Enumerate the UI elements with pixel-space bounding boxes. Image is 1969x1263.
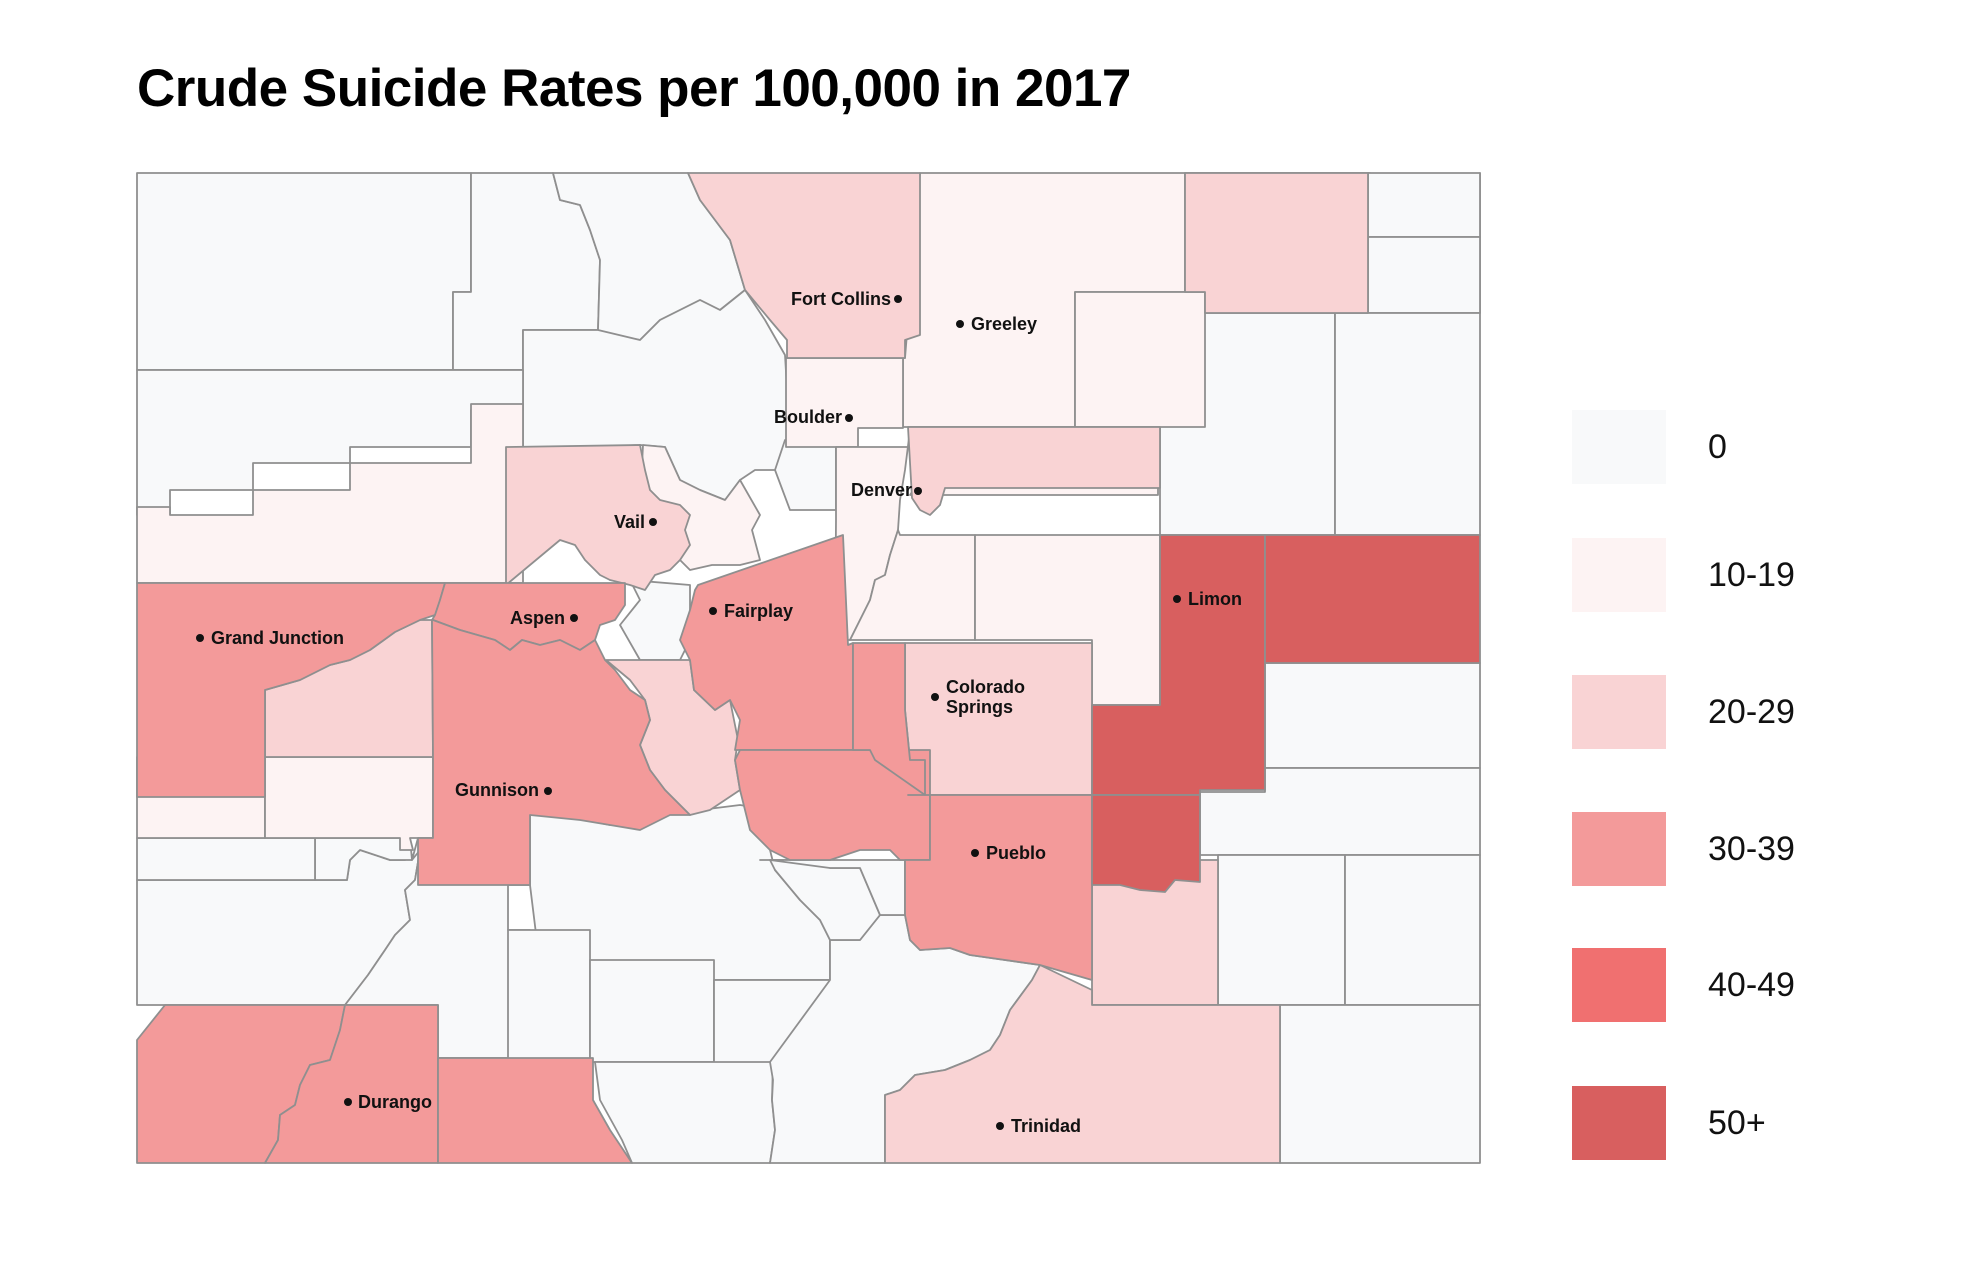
city-dot (1173, 595, 1181, 603)
page-title: Crude Suicide Rates per 100,000 in 2017 (137, 59, 1131, 118)
city-label: Pueblo (986, 843, 1046, 863)
city-gunnison: Gunnison (455, 780, 552, 800)
city-trinidad: Trinidad (996, 1116, 1081, 1136)
county (687, 172, 921, 359)
county (1264, 662, 1481, 769)
legend-item-0: 0 (1572, 410, 1872, 484)
city-dot (971, 849, 979, 857)
county (1367, 236, 1481, 314)
counties-30-39 (136, 534, 1093, 1164)
county (1217, 854, 1346, 1006)
city-pueblo: Pueblo (971, 843, 1046, 863)
city-dot (709, 607, 717, 615)
county (884, 964, 1281, 1164)
county (136, 837, 316, 881)
counties-50-plus (1091, 534, 1481, 893)
county (904, 794, 1093, 981)
city-label: Denver (851, 480, 912, 500)
city-label: Grand Junction (211, 628, 344, 648)
legend-label: 40-49 (1708, 966, 1795, 1004)
city-dot (196, 634, 204, 642)
legend-swatch (1572, 538, 1666, 612)
legend-label: 0 (1708, 428, 1727, 466)
city-dot (931, 693, 939, 701)
city-label-line2: Springs (946, 697, 1013, 717)
city-label: Vail (614, 512, 645, 532)
city-dot (956, 320, 964, 328)
county (774, 439, 837, 511)
city-label: Fairplay (724, 601, 793, 621)
county (1334, 312, 1481, 536)
city-label: Gunnison (455, 780, 539, 800)
legend-label: 20-29 (1708, 693, 1795, 731)
county (437, 1057, 633, 1164)
city-boulder: Boulder (774, 407, 853, 427)
city-label: Trinidad (1011, 1116, 1081, 1136)
county (619, 579, 691, 661)
county (904, 642, 1093, 796)
city-label: Fort Collins (791, 289, 891, 309)
legend-swatch (1572, 1086, 1666, 1160)
city-limon: Limon (1173, 589, 1242, 609)
city-dot (996, 1122, 1004, 1130)
city-fairplay: Fairplay (709, 601, 793, 621)
legend-item-20-29: 20-29 (1572, 675, 1872, 749)
city-label: Durango (358, 1092, 432, 1112)
county (589, 959, 715, 1063)
city-durango: Durango (344, 1092, 432, 1112)
city-dot (914, 487, 922, 495)
city-greeley: Greeley (956, 314, 1037, 334)
city-dot (344, 1098, 352, 1106)
county (136, 172, 472, 371)
county (1344, 854, 1481, 1006)
city-label: Aspen (510, 608, 565, 628)
legend-swatch (1572, 812, 1666, 886)
county (417, 619, 691, 886)
legend-label: 10-19 (1708, 556, 1795, 594)
legend-swatch (1572, 948, 1666, 1022)
county (785, 357, 904, 448)
city-markers: Fort Collins Greeley Boulder Denver Vail… (196, 289, 1242, 1136)
counties-20-29 (264, 172, 1369, 1164)
legend-item-40-49: 40-49 (1572, 948, 1872, 1022)
county (1184, 172, 1369, 314)
city-dot (845, 414, 853, 422)
city-dot (544, 787, 552, 795)
city-grand-junction: Grand Junction (196, 628, 344, 648)
city-vail: Vail (614, 512, 657, 532)
county (507, 929, 591, 1063)
city-denver: Denver (851, 480, 922, 500)
legend-swatch (1572, 675, 1666, 749)
city-colorado-springs: Colorado Springs (931, 677, 1025, 717)
city-label: Limon (1188, 589, 1242, 609)
county (264, 756, 434, 851)
city-fort-collins: Fort Collins (791, 289, 902, 309)
city-aspen: Aspen (510, 608, 578, 628)
county (907, 426, 1161, 516)
legend-item-50-plus: 50+ (1572, 1086, 1872, 1160)
city-dot (570, 614, 578, 622)
county (1091, 794, 1201, 893)
legend-item-10-19: 10-19 (1572, 538, 1872, 612)
county (1367, 172, 1481, 238)
legend-swatch (1572, 410, 1666, 484)
county (505, 444, 691, 591)
city-label: Boulder (774, 407, 842, 427)
city-dot (649, 518, 657, 526)
legend-item-30-39: 30-39 (1572, 812, 1872, 886)
city-label: Colorado (946, 677, 1025, 697)
county (1074, 291, 1206, 428)
county (1264, 534, 1481, 664)
city-label: Greeley (971, 314, 1037, 334)
legend-label: 50+ (1708, 1104, 1766, 1142)
county (1279, 1004, 1481, 1164)
city-dot (894, 295, 902, 303)
county (679, 534, 854, 751)
county (852, 642, 926, 796)
legend-label: 30-39 (1708, 830, 1795, 868)
